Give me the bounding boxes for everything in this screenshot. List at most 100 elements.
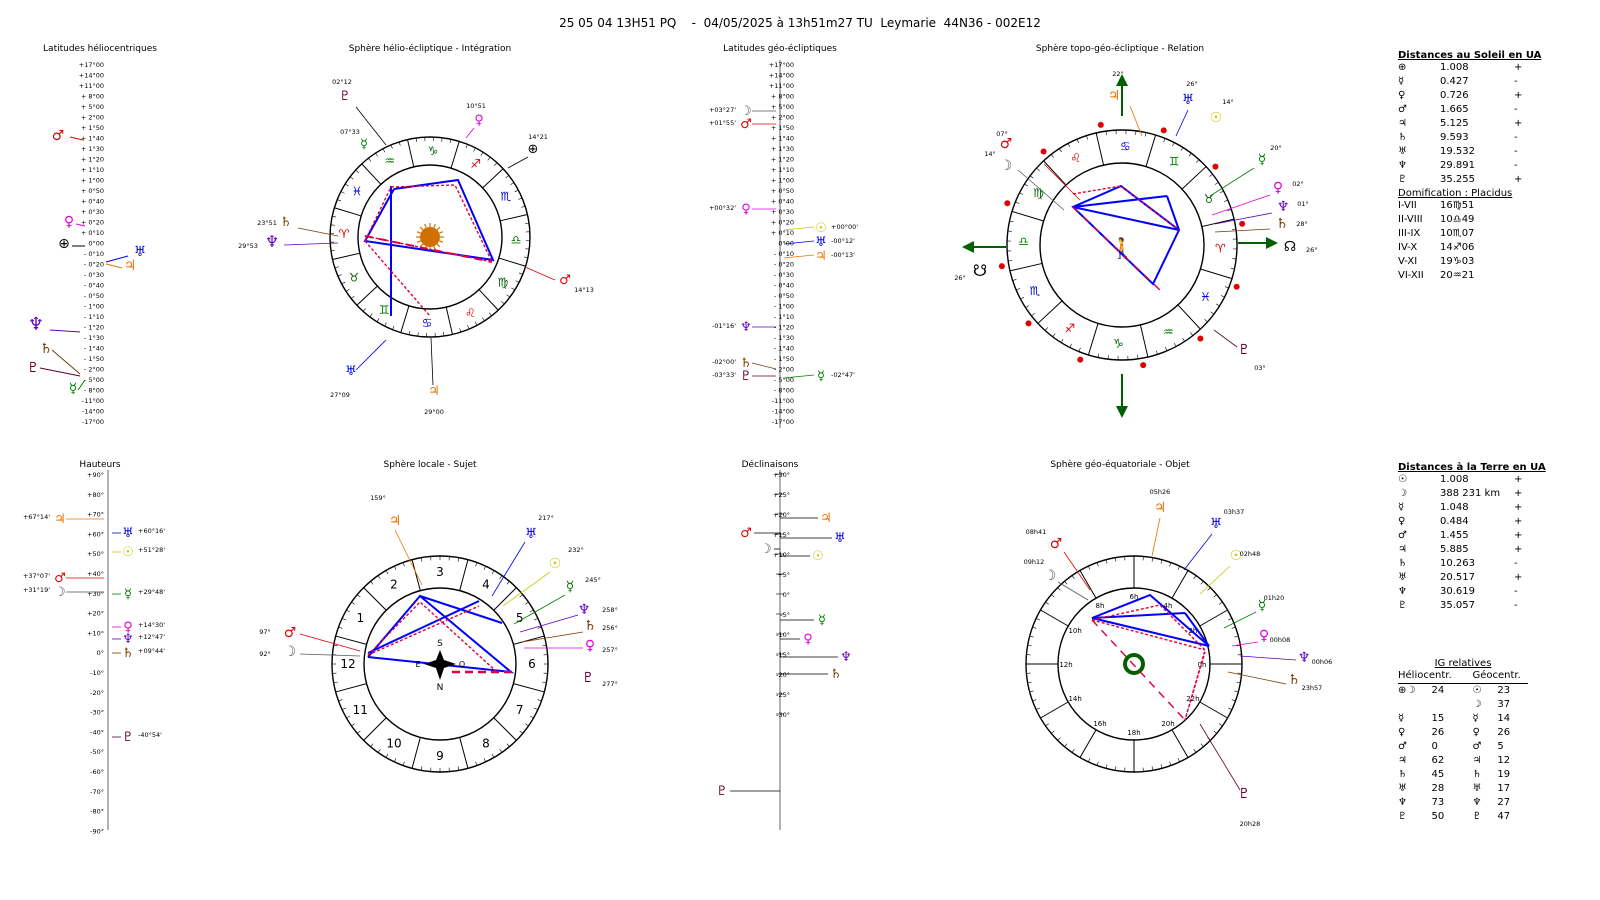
mars-pos-label: 97° xyxy=(259,628,271,636)
lat-helio-tick: - 1°40 xyxy=(84,345,104,353)
lat-geo-tick: - 1°20 xyxy=(774,324,794,332)
geo-glyph: ♅ xyxy=(1472,783,1482,794)
mercury-icon: ☿ xyxy=(124,587,132,602)
helio-aspect-red-long xyxy=(364,235,493,263)
mars-icon: ♂ xyxy=(1000,136,1013,152)
topo-aspect-blue-3 xyxy=(1166,195,1180,231)
local-wheel-tick xyxy=(542,644,547,647)
topo-wheel-tick xyxy=(1219,190,1224,194)
compass-south: S xyxy=(437,639,443,649)
topo-wheel-tick xyxy=(1050,154,1054,158)
saturn-lead xyxy=(297,227,339,237)
topo-aspect-blue-2 xyxy=(1072,195,1168,208)
equat-wheel-tick xyxy=(1213,730,1217,734)
lat-geo-tick: + 2°00 xyxy=(771,114,794,122)
saturn-icon: ♄ xyxy=(1276,216,1289,232)
mars-lead xyxy=(524,266,556,281)
table-row: ♇ 35.255 + xyxy=(1398,173,1538,187)
decl-tick: +25° xyxy=(773,491,790,499)
saturn-lead xyxy=(1227,671,1287,685)
trend-sign: + xyxy=(1514,530,1523,541)
geo-ig: 12 xyxy=(1497,755,1511,766)
mars-icon: ♂ xyxy=(740,117,752,132)
table-row: VI-XII 20♒21 xyxy=(1398,269,1524,283)
local-wheel-segment-label: 1 xyxy=(357,611,365,625)
lat-geo-tick: + 0°20 xyxy=(771,219,794,227)
ig-table: IG relatives Héliocentr. Géocentr. ⊕☽ 24 ☉ 23… xyxy=(1398,658,1528,824)
helio-wheel-tick xyxy=(340,191,345,194)
local-wheel-tick xyxy=(542,681,547,684)
saturn-lat-label: -02°00' xyxy=(712,358,736,366)
topo-wheel-tick xyxy=(1204,319,1208,323)
lat-geo-tick: -14°00 xyxy=(772,408,794,416)
planet-glyph: ♃ xyxy=(1398,118,1407,129)
trend-sign: + xyxy=(1514,62,1523,73)
mars-lead xyxy=(69,136,84,141)
sun-icon: ☉ xyxy=(122,545,134,560)
mercury-lead xyxy=(1223,611,1257,629)
lat-helio-tick: - 0°10 xyxy=(84,250,104,258)
helio-wheel-segment-label: ♌ xyxy=(465,306,476,320)
equat-wheel-tick xyxy=(1160,559,1163,564)
helio-wheel-tick xyxy=(487,156,491,161)
helio-wheel-tick xyxy=(523,256,528,259)
title-sphere-locale: Sphère locale - Sujet xyxy=(383,460,477,470)
pluto-icon: ♇ xyxy=(122,730,134,745)
table-row: ♄ 9.593 - xyxy=(1398,131,1538,145)
lat-geo-tick: + 1°20 xyxy=(771,156,794,164)
topo-wheel-tick xyxy=(1214,182,1219,185)
haut-tick: +30° xyxy=(87,590,104,598)
local-wheel-tick xyxy=(341,707,346,710)
title-sphere-equat: Sphère géo-équatoriale - Objet xyxy=(1050,460,1190,470)
local-wheel-tick xyxy=(457,766,460,771)
ig-header-row: Héliocentr. Géocentr. xyxy=(1398,669,1528,684)
mars-icon: ♂ xyxy=(284,625,297,641)
moon-icon: ☽ xyxy=(284,644,297,660)
saturn-icon: ♄ xyxy=(584,618,597,634)
haut-tick: +10° xyxy=(87,629,104,637)
helio-ig: 28 xyxy=(1431,783,1445,794)
moon-pos-label: 14° xyxy=(984,150,996,158)
lat-helio-tick: +14°00 xyxy=(79,72,104,80)
sun-ray xyxy=(416,240,421,243)
house-cusp-dot xyxy=(1239,220,1246,227)
table-row: ☽ 388 231 km + xyxy=(1398,487,1538,501)
jupiter-pos-label: 05h26 xyxy=(1150,488,1171,496)
local-wheel-tick xyxy=(475,761,478,766)
equat-wheel-tick xyxy=(1219,601,1223,605)
helio-wheel-tick xyxy=(459,328,462,333)
helio-wheel-tick xyxy=(514,189,519,193)
local-wheel-tick xyxy=(377,749,381,753)
haut-tick: -90° xyxy=(90,827,104,835)
local-wheel-segment-label: 9 xyxy=(436,749,444,763)
topo-wheel-tick xyxy=(1097,353,1100,358)
equat-wheel-tick xyxy=(1057,587,1061,591)
topo-wheel-divider xyxy=(1201,218,1235,228)
geo-glyph: ☽ xyxy=(1472,699,1482,710)
table-row: ☉ 1.008 + xyxy=(1398,473,1538,487)
local-wheel-tick xyxy=(475,562,478,567)
topo-wheel-divider xyxy=(1181,166,1207,190)
equat-wheel-tick xyxy=(1051,730,1055,734)
saturn-lead xyxy=(521,631,584,643)
local-wheel-tick xyxy=(402,761,405,766)
uranus-pos-label: 27°09 xyxy=(330,391,350,399)
local-wheel-tick xyxy=(333,644,338,647)
planet-glyph: ♀ xyxy=(1398,516,1406,527)
mars-lead xyxy=(1063,551,1091,591)
saturn-pos-label: 256° xyxy=(602,624,618,632)
mercury-icon: ☿ xyxy=(360,137,368,152)
helio-wheel-segment-label: ♓ xyxy=(352,184,363,198)
sun-lead xyxy=(1199,565,1231,595)
uranus-icon: ♅ xyxy=(1210,516,1223,532)
planet-glyph: ♇ xyxy=(1398,600,1407,611)
cusp-value: 19♑03 xyxy=(1440,256,1475,267)
helio-wheel-tick xyxy=(467,325,470,330)
trend-sign: - xyxy=(1514,76,1518,87)
helio-wheel-divider xyxy=(400,305,410,333)
equat-wheel-tick xyxy=(1228,618,1233,621)
topo-wheel-segment-label: ♊ xyxy=(1169,154,1180,168)
local-wheel-inner-ring xyxy=(363,587,517,741)
sun-pos-label: 02h48 xyxy=(1240,550,1261,558)
distance-value: 388 231 km xyxy=(1440,488,1501,499)
